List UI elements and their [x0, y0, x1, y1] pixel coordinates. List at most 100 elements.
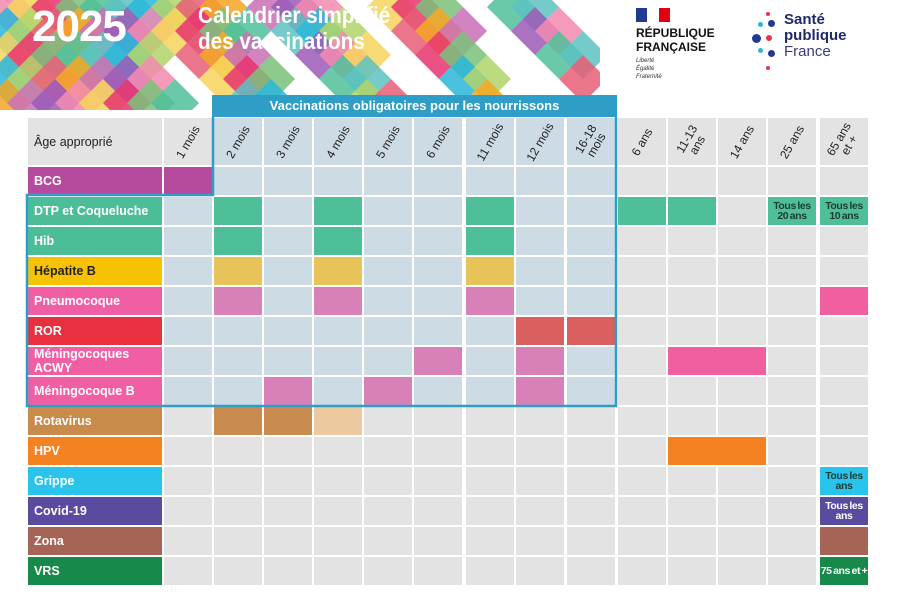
vaccine-label: Covid-19: [28, 497, 162, 525]
schedule-cell: [466, 347, 514, 375]
schedule-cell: [164, 467, 212, 495]
schedule-cell-filled: [314, 257, 362, 285]
schedule-cell-filled: [314, 197, 362, 225]
schedule-cell: [516, 467, 564, 495]
schedule-cell: [164, 407, 212, 435]
schedule-cell: [567, 227, 615, 255]
schedule-cell: [214, 467, 262, 495]
schedule-cell: [414, 407, 462, 435]
schedule-cell: [768, 437, 816, 465]
schedule-cell: [264, 557, 312, 585]
schedule-cell: [314, 467, 362, 495]
vaccine-label: Hépatite B: [28, 257, 162, 285]
rf-line1: RÉPUBLIQUE: [636, 26, 715, 40]
schedule-cell: [314, 497, 362, 525]
schedule-cell-filled: [516, 377, 564, 405]
schedule-cell: [414, 527, 462, 555]
schedule-cell: [164, 377, 212, 405]
schedule-cell: [718, 467, 766, 495]
schedule-cell: [364, 347, 412, 375]
vaccine-label: BCG: [28, 167, 162, 195]
schedule-cell: [668, 467, 716, 495]
schedule-cell: [820, 377, 868, 405]
column-header-label: 5 mois: [373, 122, 403, 161]
schedule-cell: [618, 167, 666, 195]
schedule-cell: [668, 407, 716, 435]
schedule-cell: [516, 407, 564, 435]
schedule-cell: [264, 257, 312, 285]
schedule-cell: [516, 227, 564, 255]
republique-francaise-logo: RÉPUBLIQUE FRANÇAISE Liberté Égalité Frate…: [636, 8, 715, 81]
schedule-cell: [364, 557, 412, 585]
schedule-cell-filled: [668, 437, 766, 465]
schedule-cell: [718, 317, 766, 345]
schedule-cell-filled: [314, 227, 362, 255]
schedule-cell: [314, 317, 362, 345]
schedule-cell: [164, 227, 212, 255]
column-header: 1 mois: [164, 118, 212, 165]
schedule-cell: [214, 317, 262, 345]
schedule-cell: [466, 437, 514, 465]
schedule-cell: [466, 317, 514, 345]
schedule-cell: [668, 167, 716, 195]
schedule-cell: [618, 227, 666, 255]
schedule-cell: [567, 497, 615, 525]
schedule-cell: [618, 407, 666, 435]
schedule-cell-filled: [214, 227, 262, 255]
schedule-cell: [768, 527, 816, 555]
schedule-cell: [618, 527, 666, 555]
schedule-cell: [414, 287, 462, 315]
schedule-cell: [414, 227, 462, 255]
schedule-cell: [516, 557, 564, 585]
schedule-cell: [718, 407, 766, 435]
schedule-cell-filled: Tous les 10 ans: [820, 197, 868, 225]
schedule-cell: [466, 527, 514, 555]
schedule-cell: [264, 287, 312, 315]
schedule-cell: [516, 257, 564, 285]
schedule-cell-filled: [466, 287, 514, 315]
schedule-cell: [567, 527, 615, 555]
schedule-cell: [314, 557, 362, 585]
schedule-cell: [718, 377, 766, 405]
schedule-cell: [668, 317, 716, 345]
schedule-cell: [364, 287, 412, 315]
motto-1: Liberté: [636, 58, 655, 64]
motto-2: Égalité: [636, 66, 655, 72]
schedule-cell: [414, 257, 462, 285]
vaccine-label: Méningocoques ACWY: [28, 347, 162, 375]
column-header: 6 mois: [414, 118, 462, 165]
schedule-cell: [314, 167, 362, 195]
spf-line2: publique: [784, 27, 847, 44]
schedule-cell: [768, 227, 816, 255]
schedule-cell: [718, 557, 766, 585]
schedule-cell: [618, 467, 666, 495]
schedule-cell-filled: [820, 287, 868, 315]
vaccine-label: Rotavirus: [28, 407, 162, 435]
column-header: 4 mois: [314, 118, 362, 165]
column-header: 16-18 mois: [567, 118, 615, 165]
column-header: 2 mois: [214, 118, 262, 165]
column-header-label: 16-18 mois: [572, 121, 609, 159]
schedule-cell-filled: [264, 377, 312, 405]
spf-text: Santé publique France: [784, 12, 847, 60]
schedule-cell: [414, 377, 462, 405]
schedule-cell: [567, 407, 615, 435]
schedule-cell-filled: [516, 347, 564, 375]
schedule-cell: [567, 437, 615, 465]
schedule-cell: [668, 557, 716, 585]
schedule-cell: [820, 227, 868, 255]
column-header: 11-13 ans: [668, 118, 716, 165]
schedule-cell: [364, 257, 412, 285]
schedule-cell: [414, 497, 462, 525]
schedule-cell: [264, 227, 312, 255]
vaccine-label: Zona: [28, 527, 162, 555]
schedule-cell: [768, 467, 816, 495]
year-title: 2025: [32, 2, 127, 51]
schedule-cell: [364, 197, 412, 225]
schedule-cell: [364, 437, 412, 465]
schedule-cell: [164, 197, 212, 225]
schedule-cell: [516, 287, 564, 315]
schedule-cell: [618, 257, 666, 285]
schedule-cell: [264, 497, 312, 525]
schedule-cell: [214, 347, 262, 375]
